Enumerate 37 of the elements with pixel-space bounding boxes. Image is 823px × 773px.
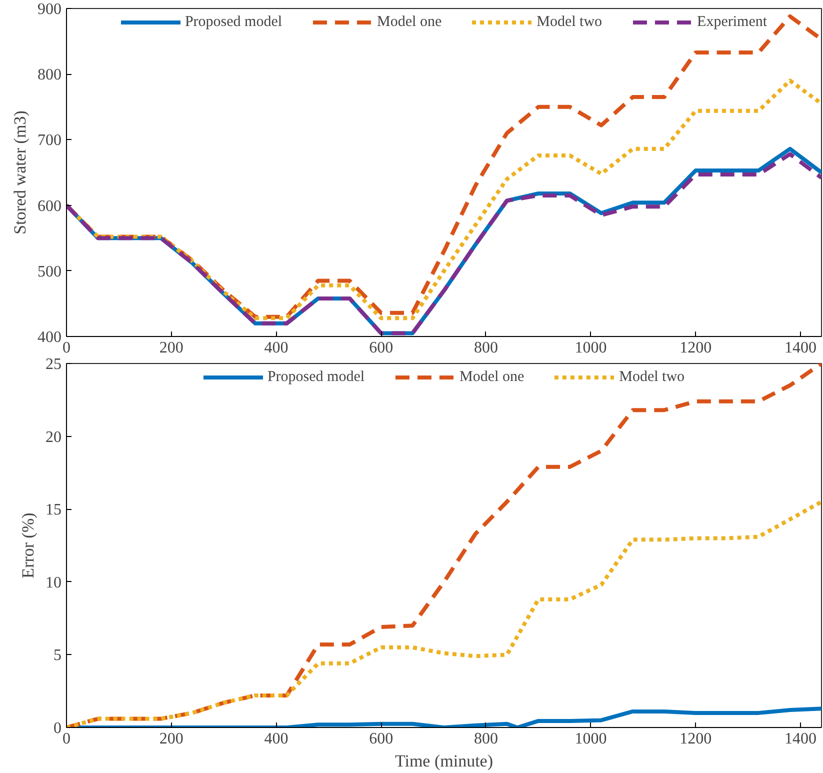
legend-label: Model one bbox=[377, 14, 442, 30]
y-tick-label: 500 bbox=[38, 263, 62, 280]
x-tick-label: 600 bbox=[369, 730, 394, 748]
x-tick-label: 1400 bbox=[784, 730, 817, 748]
x-tick-label: 1000 bbox=[574, 340, 607, 356]
x-tick-label: 1200 bbox=[680, 730, 712, 748]
y-axis-title: Error (%) bbox=[18, 512, 38, 578]
x-tick-label: 1400 bbox=[784, 340, 817, 356]
y-axis-title: Stored water (m3) bbox=[10, 110, 30, 234]
line-series bbox=[66, 78, 822, 320]
y-tick-label: 20 bbox=[46, 428, 62, 446]
y-tick-label: 800 bbox=[38, 66, 62, 84]
y-tick-label: 600 bbox=[38, 198, 62, 215]
x-tick-label: 1200 bbox=[680, 340, 712, 356]
legend-label: Proposed model bbox=[267, 368, 365, 386]
y-tick-label: 5 bbox=[54, 647, 62, 664]
x-tick-label: 400 bbox=[264, 340, 288, 356]
x-tick-label: 800 bbox=[474, 340, 498, 356]
y-tick-label: 0 bbox=[54, 720, 62, 737]
x-tick-label: 200 bbox=[159, 730, 184, 748]
legend-label: Model one bbox=[460, 368, 524, 386]
x-tick-label: 600 bbox=[369, 340, 394, 356]
x-tick-label: 800 bbox=[474, 730, 498, 748]
y-tick-label: 400 bbox=[38, 329, 62, 346]
x-tick-label: 1000 bbox=[574, 730, 607, 748]
x-tick-label: 200 bbox=[159, 340, 184, 356]
y-tick-label: 700 bbox=[38, 132, 62, 150]
legend-label: Model two bbox=[619, 368, 685, 386]
y-tick-label: 900 bbox=[38, 1, 62, 18]
y-tick-label: 10 bbox=[46, 574, 62, 592]
x-axis-title: Time (minute) bbox=[394, 752, 494, 770]
x-tick-label: 400 bbox=[264, 730, 288, 748]
y-tick-label: 25 bbox=[46, 356, 62, 373]
legend-label: Proposed model bbox=[184, 14, 282, 30]
y-tick-label: 15 bbox=[46, 502, 62, 519]
legend-label: Model two bbox=[536, 14, 602, 30]
legend-label: Experiment bbox=[697, 14, 768, 30]
